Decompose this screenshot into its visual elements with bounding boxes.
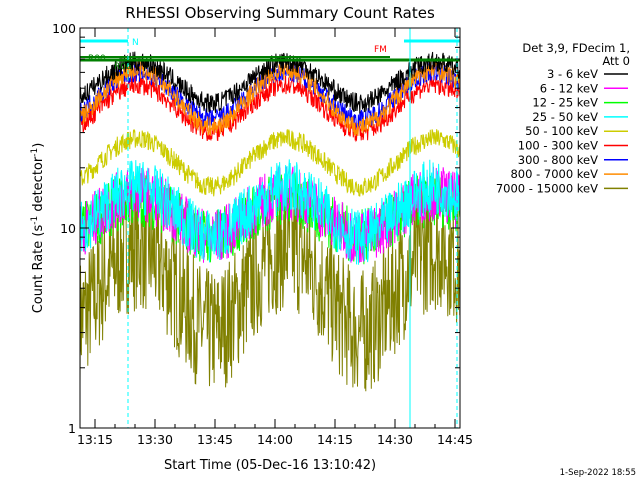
- legend-header-line-2: Att 0: [602, 54, 630, 68]
- legend-label: 100 - 300 keV: [518, 139, 598, 153]
- y-tick-label: 100: [52, 21, 76, 36]
- legend-label: 3 - 6 keV: [547, 67, 598, 81]
- series-line: [79, 75, 461, 143]
- y-tick-label: 10: [60, 221, 76, 236]
- x-axis-label: Start Time (05-Dec-16 13:10:42): [164, 458, 376, 473]
- y-axis-label: Count Rate (s-1 detector-1): [30, 143, 46, 314]
- x-tick-label: 13:15: [77, 432, 113, 447]
- x-tick-label: 14:15: [317, 432, 353, 447]
- x-tick-label: 14:45: [437, 432, 473, 447]
- legend-label: 7000 - 15000 keV: [496, 181, 598, 195]
- legend-label: 25 - 50 keV: [532, 110, 598, 124]
- x-tick-label: 14:00: [257, 432, 293, 447]
- flag-label: N: [132, 38, 139, 48]
- x-tick-label: 14:30: [377, 432, 413, 447]
- series-line: [79, 159, 461, 265]
- x-tick-label: 13:45: [197, 432, 233, 447]
- series-line: [79, 185, 461, 392]
- series-line: [79, 51, 461, 114]
- legend-label: 300 - 800 keV: [518, 153, 598, 167]
- flag-label: R06: [114, 62, 132, 72]
- legend-label: 50 - 100 keV: [525, 124, 598, 138]
- flag-label: R00: [88, 54, 106, 64]
- timestamp: 1-Sep-2022 18:55: [560, 468, 636, 478]
- y-tick-label: 1: [68, 421, 76, 436]
- chart-title: RHESSI Observing Summary Count Rates: [125, 4, 435, 22]
- legend-label: 6 - 12 keV: [540, 81, 598, 95]
- x-tick-label: 13:30: [137, 432, 173, 447]
- legend-header-line-1: Det 3,9, FDecim 1,: [522, 41, 630, 55]
- flag-label: FM: [374, 45, 387, 55]
- series-layer: [79, 51, 461, 392]
- legend-label: 800 - 7000 keV: [510, 167, 598, 181]
- axes-layer: 13:15 13:30 13:45 14:00 14:15 14:30 14:45 1 10 10…: [52, 21, 473, 447]
- series-line: [79, 129, 461, 197]
- legend-label: 12 - 25 keV: [532, 96, 598, 110]
